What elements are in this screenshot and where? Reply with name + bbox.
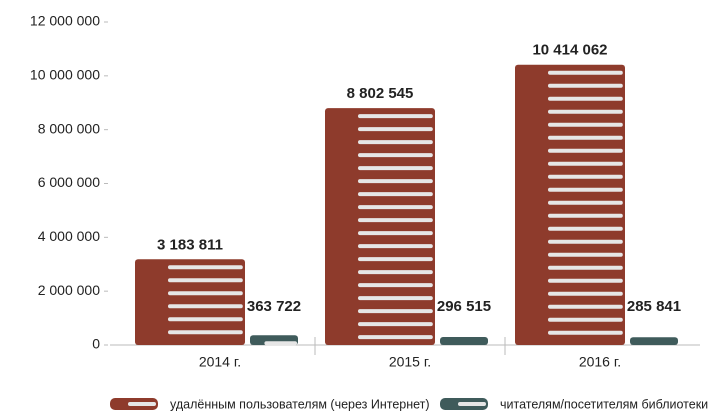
book-pages: [168, 330, 243, 335]
book-pages: [548, 200, 623, 205]
book-pages: [358, 283, 433, 288]
legend-label: удалённым пользователям (через Интернет): [170, 397, 430, 411]
book-pages: [358, 257, 433, 262]
book-pages: [358, 231, 433, 236]
book-pages: [358, 322, 433, 327]
value-label: 10 414 062: [532, 42, 607, 59]
book-pages: [168, 291, 243, 296]
book-pages: [358, 166, 433, 171]
y-tick-label: 10 000 000: [30, 67, 100, 83]
book-pages: [358, 309, 433, 314]
legend-swatch-pages: [128, 402, 156, 406]
book-pages: [264, 341, 298, 346]
book-pages: [548, 213, 623, 218]
book-pages: [548, 109, 623, 114]
book-pages: [548, 83, 623, 88]
book-pages: [358, 270, 433, 275]
book-pages: [548, 122, 623, 127]
book-pages: [358, 205, 433, 210]
x-tick-label: 2015 г.: [389, 354, 431, 370]
book-pages: [548, 187, 623, 192]
book-pages: [548, 96, 623, 101]
x-tick-label: 2016 г.: [579, 354, 621, 370]
value-label: 3 183 811: [157, 236, 223, 253]
value-label: 296 515: [437, 298, 491, 315]
book-pages: [548, 174, 623, 179]
book-pages: [358, 244, 433, 249]
book-pages: [358, 179, 433, 184]
book-pages: [358, 114, 433, 119]
x-tick-label: 2014 г.: [199, 354, 241, 370]
book-pages: [358, 218, 433, 223]
book-pages: [358, 335, 433, 340]
book-pages: [358, 192, 433, 197]
book-pages: [358, 140, 433, 145]
book-pages: [548, 291, 623, 296]
book-pages: [548, 278, 623, 283]
book-pages: [548, 70, 623, 75]
y-tick-label: 8 000 000: [38, 120, 100, 136]
book-pages: [168, 304, 243, 309]
book-pages: [548, 304, 623, 309]
book-pages: [358, 127, 433, 132]
book-pages: [168, 317, 243, 322]
legend-swatch-pages: [458, 402, 486, 406]
book-pages: [548, 226, 623, 231]
book-pages: [168, 278, 243, 283]
bar: [630, 337, 678, 345]
y-tick-label: 0: [92, 336, 100, 352]
legend-label: читателям/посетителям библиотеки: [500, 397, 708, 411]
value-label: 363 722: [247, 298, 301, 315]
book-pages: [168, 265, 243, 270]
bar: [440, 337, 488, 345]
book-pages: [548, 330, 623, 335]
bar: [515, 64, 625, 345]
y-tick-label: 2 000 000: [38, 282, 100, 298]
y-tick-label: 6 000 000: [38, 174, 100, 190]
book-pages: [548, 252, 623, 257]
value-label: 285 841: [627, 298, 681, 315]
y-tick-label: 12 000 000: [30, 13, 100, 29]
y-tick-label: 4 000 000: [38, 228, 100, 244]
book-pages: [548, 148, 623, 153]
book-pages: [358, 153, 433, 158]
book-pages: [548, 239, 623, 244]
value-label: 8 802 545: [347, 85, 414, 102]
book-pages: [358, 296, 433, 301]
book-pages: [548, 317, 623, 322]
book-pages: [548, 265, 623, 270]
book-pages: [548, 161, 623, 166]
book-pages: [548, 135, 623, 140]
